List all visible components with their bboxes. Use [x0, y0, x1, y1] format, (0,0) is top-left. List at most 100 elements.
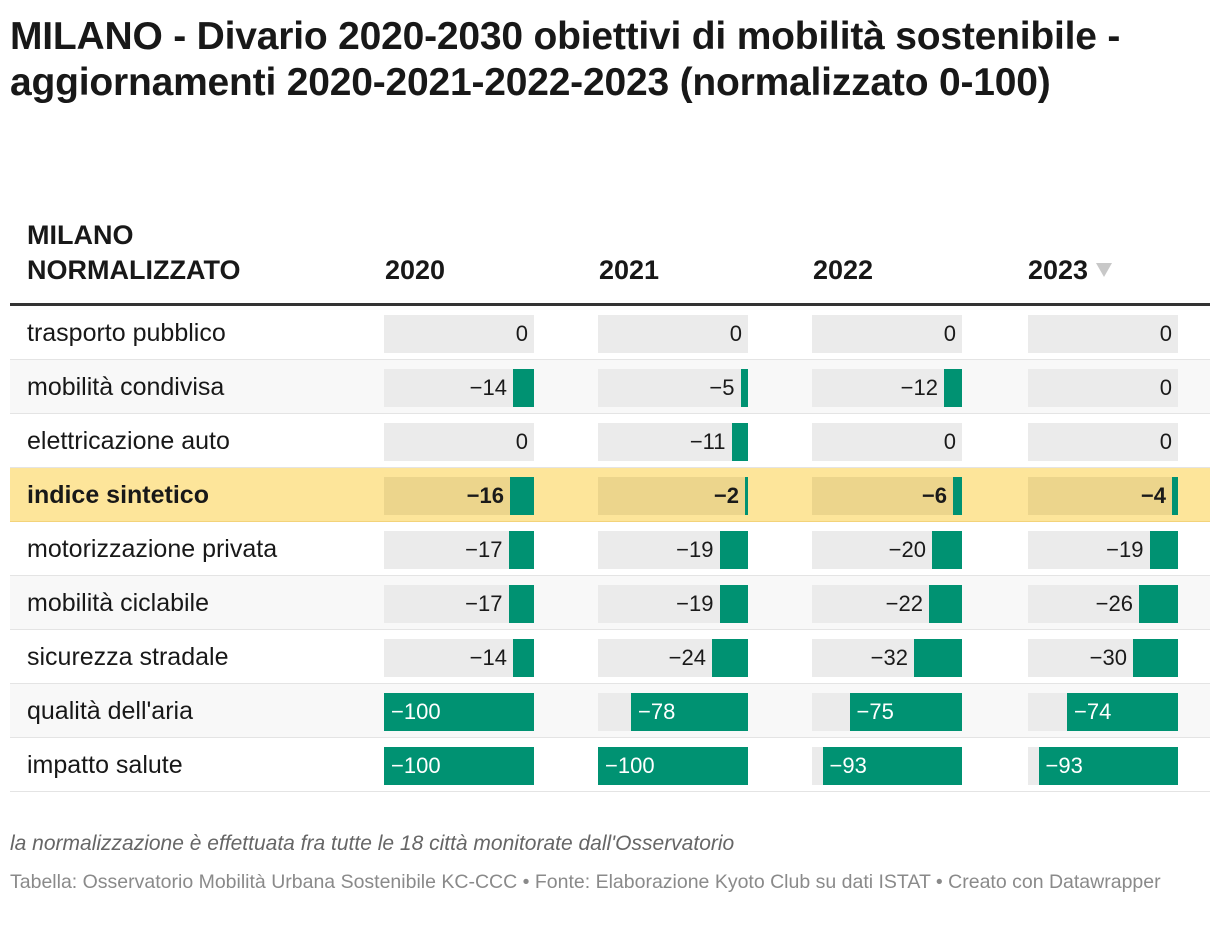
- value-bar: [745, 477, 748, 515]
- table-row: mobilità condivisa −14 −5 −12 0: [10, 360, 1210, 414]
- column-header-2022[interactable]: 2022: [813, 255, 874, 285]
- table-cell: −93: [1028, 747, 1178, 785]
- value-bar: [1139, 585, 1178, 623]
- table-cell: −78: [598, 693, 748, 731]
- table-cell: 0: [1028, 369, 1178, 407]
- table-row: trasporto pubblico 0 0 0 0: [10, 306, 1210, 360]
- table-cell: 0: [598, 315, 748, 353]
- value-bar: [598, 747, 748, 785]
- value-label: −17: [465, 537, 503, 562]
- table-cell: −22: [812, 585, 962, 623]
- value-label: 0: [1159, 321, 1172, 346]
- value-bar: [914, 639, 962, 677]
- table-cell: −30: [1028, 639, 1178, 677]
- value-label: −24: [668, 645, 706, 670]
- value-bar: [740, 369, 748, 407]
- value-bar: [731, 423, 748, 461]
- table-cell: 0: [384, 423, 534, 461]
- value-bar: [508, 531, 534, 569]
- chart-source: Tabella: Osservatorio Mobilità Urbana So…: [10, 871, 1161, 893]
- table-cell: −100: [384, 747, 534, 785]
- column-header-2020[interactable]: 2020: [385, 255, 446, 285]
- value-label: −12: [900, 375, 938, 400]
- row-label: qualità dell'aria: [27, 697, 193, 725]
- value-label: −74: [1074, 699, 1112, 724]
- table-row: mobilità ciclabile −17 −19 −22 −26: [10, 576, 1210, 630]
- table-cell: 0: [1028, 423, 1178, 461]
- row-label: trasporto pubblico: [27, 319, 226, 347]
- chart-title: MILANO - Divario 2020-2030 obiettivi di …: [10, 15, 1121, 104]
- column-header-2023[interactable]: 2023: [1028, 253, 1113, 288]
- value-label: 0: [1159, 375, 1172, 400]
- value-label: 0: [943, 429, 956, 454]
- table-cell: −5: [598, 369, 748, 407]
- column-header-2021[interactable]: 2021: [599, 255, 660, 285]
- value-bar: [822, 747, 962, 785]
- value-label: −93: [829, 753, 867, 778]
- value-bar: [849, 693, 962, 731]
- table-cell: 0: [812, 423, 962, 461]
- row-label: elettricazione auto: [27, 427, 230, 455]
- value-label: −93: [1045, 753, 1083, 778]
- value-label: −11: [689, 429, 726, 454]
- value-bar: [1172, 477, 1178, 515]
- row-label: motorizzazione privata: [27, 535, 278, 563]
- value-bar: [719, 585, 748, 623]
- table-cell: 0: [384, 315, 534, 353]
- value-bar: [513, 639, 534, 677]
- value-label: 0: [729, 321, 742, 346]
- table-body: trasporto pubblico 0 0 0 0 mobilità condivisa…: [10, 306, 1210, 792]
- value-label: −16: [466, 483, 504, 508]
- table-header: MILANO NORMALIZZATO 2020 2021 2022 2023: [10, 216, 1210, 308]
- value-label: −17: [465, 591, 503, 616]
- table-row: impatto salute −100 −100 −93 −93: [10, 738, 1210, 792]
- value-label: −6: [921, 483, 947, 508]
- value-bar: [384, 693, 534, 731]
- table-row: indice sintetico −16 −2 −6 −4: [10, 468, 1210, 522]
- table-cell: −32: [812, 639, 962, 677]
- table-cell: −2: [598, 477, 748, 515]
- value-bar: [932, 531, 962, 569]
- value-bar: [384, 747, 534, 785]
- sort-descending-icon: [1096, 263, 1113, 277]
- value-label: 0: [515, 321, 528, 346]
- value-label: −5: [709, 375, 735, 400]
- table-row: elettricazione auto 0 −11 0 0: [10, 414, 1210, 468]
- row-label: indice sintetico: [27, 481, 209, 509]
- value-bar: [1067, 693, 1178, 731]
- value-label: −75: [856, 699, 894, 724]
- row-label: mobilità ciclabile: [27, 589, 210, 617]
- table-cell: −14: [384, 369, 534, 407]
- value-label: −32: [870, 645, 908, 670]
- value-label: −30: [1089, 645, 1127, 670]
- value-label: −14: [469, 375, 507, 400]
- table-cell: −100: [384, 693, 534, 731]
- table-cell: −17: [384, 585, 534, 623]
- value-label: −20: [888, 537, 926, 562]
- table-cell: −75: [812, 693, 962, 731]
- header-divider: [10, 303, 1210, 306]
- value-label: −19: [1106, 537, 1144, 562]
- row-label: impatto salute: [27, 751, 183, 779]
- value-label: −14: [469, 645, 507, 670]
- table-cell: −100: [598, 747, 748, 785]
- table-cell: −12: [812, 369, 962, 407]
- table-cell: −6: [812, 477, 962, 515]
- value-bar: [1133, 639, 1178, 677]
- table-cell: −19: [598, 585, 748, 623]
- table-cell: −19: [598, 531, 748, 569]
- row-label: sicurezza stradale: [27, 643, 229, 671]
- value-bar: [631, 693, 748, 731]
- value-label: −100: [391, 753, 441, 778]
- value-label: −19: [676, 537, 714, 562]
- value-bar: [508, 585, 534, 623]
- value-label: −2: [713, 483, 739, 508]
- value-label: −100: [605, 753, 655, 778]
- value-bar: [1149, 531, 1178, 569]
- value-label: −4: [1140, 483, 1166, 508]
- table-cell: 0: [1028, 315, 1178, 353]
- row-header-label: MILANO NORMALIZZATO: [27, 220, 241, 285]
- value-label: −100: [391, 699, 441, 724]
- value-bar: [944, 369, 962, 407]
